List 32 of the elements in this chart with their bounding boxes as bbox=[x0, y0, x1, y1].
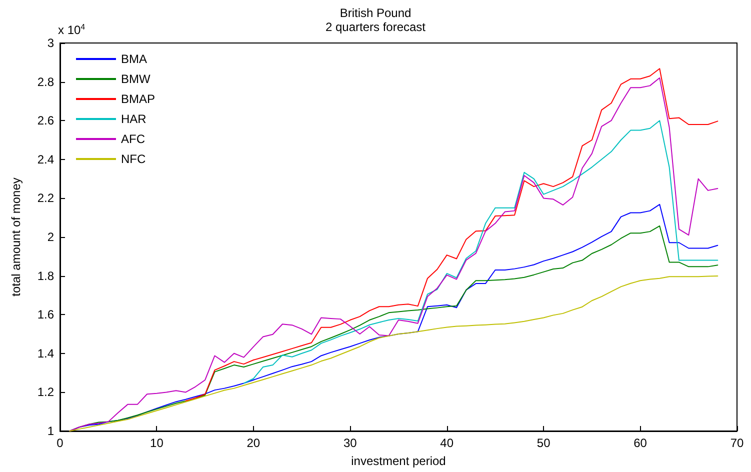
x-tick-label: 0 bbox=[56, 436, 64, 450]
legend-label: HAR bbox=[121, 112, 147, 126]
y-tick-label: 2.8 bbox=[37, 74, 54, 89]
y-tick-label: 1.8 bbox=[37, 268, 54, 283]
x-tick-label: 50 bbox=[536, 436, 551, 450]
x-axis-title: investment period bbox=[351, 454, 446, 468]
y-tick-label: 1 bbox=[47, 424, 54, 438]
legend-label: BMW bbox=[121, 72, 151, 86]
x-tick-label: 20 bbox=[246, 436, 260, 450]
y-tick-label: 2 bbox=[47, 230, 54, 244]
y-tick-label: 2.2 bbox=[37, 191, 54, 206]
y-tick-label: 1.6 bbox=[37, 308, 54, 322]
x-tick-label: 70 bbox=[730, 436, 744, 450]
line-series bbox=[185, 68, 718, 402]
y-axis-title: total amount of money bbox=[9, 178, 23, 296]
line-series bbox=[243, 120, 718, 384]
legend-label: NFC bbox=[121, 152, 146, 166]
x-tick-label: 40 bbox=[440, 436, 454, 450]
y-tick-label: 1.4 bbox=[37, 346, 54, 360]
legend-label: AFC bbox=[121, 132, 146, 146]
y-tick-label: 2.4 bbox=[37, 152, 54, 166]
y-tick-label: 3 bbox=[47, 36, 54, 50]
legend-label: BMA bbox=[121, 52, 148, 66]
legend-label: BMAP bbox=[121, 92, 156, 106]
x-tick-label: 60 bbox=[634, 436, 648, 450]
x-tick-label: 30 bbox=[343, 436, 358, 450]
line-series bbox=[69, 275, 718, 432]
chart-subtitle: 2 quarters forecast bbox=[325, 20, 426, 34]
y-tick-label: 1.2 bbox=[37, 385, 54, 400]
chart-title: British Pound bbox=[340, 6, 412, 20]
y-tick-label: 2.6 bbox=[37, 114, 54, 128]
x-tick-label: 10 bbox=[150, 436, 164, 450]
